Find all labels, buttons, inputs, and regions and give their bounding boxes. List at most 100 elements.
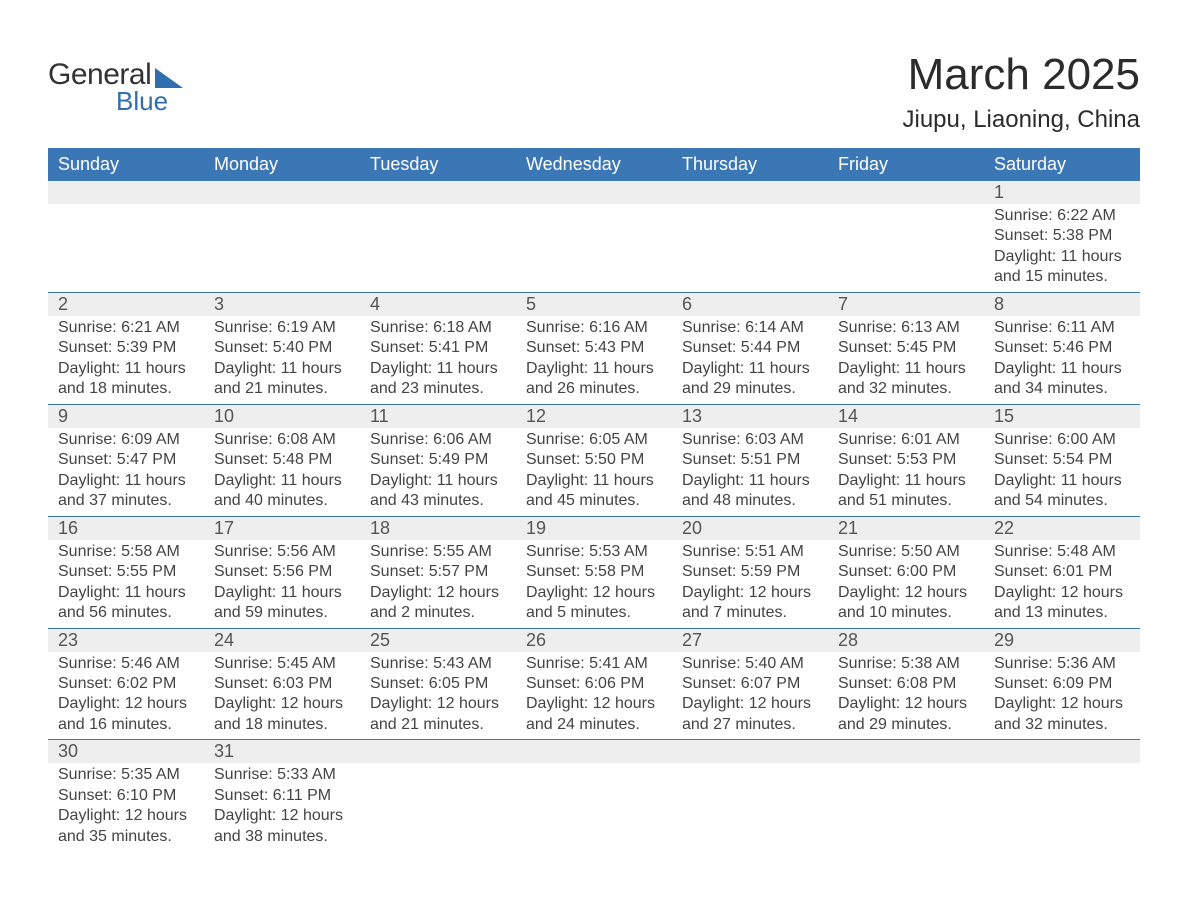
sunset-text: Sunset: 6:03 PM [214,674,350,694]
daylight-text: Daylight: 11 hours [838,359,974,379]
sunrise-text: Sunrise: 5:55 AM [370,542,506,562]
day-number: 21 [828,516,984,540]
weekday-header: Friday [828,148,984,181]
day-number: 25 [360,628,516,652]
day-detail-cell [828,763,984,851]
sunrise-text: Sunrise: 6:06 AM [370,430,506,450]
daylight-text: Daylight: 11 hours [370,471,506,491]
sunrise-text: Sunrise: 5:40 AM [682,654,818,674]
day-data-row: Sunrise: 6:21 AMSunset: 5:39 PMDaylight:… [48,316,1140,404]
day-detail-cell [360,763,516,851]
weekday-header: Tuesday [360,148,516,181]
daylight-text: Daylight: 12 hours [994,583,1130,603]
day-number: 8 [984,292,1140,316]
sunset-text: Sunset: 5:43 PM [526,338,662,358]
day-number: 24 [204,628,360,652]
sunrise-text: Sunrise: 5:50 AM [838,542,974,562]
day-detail-cell: Sunrise: 5:36 AMSunset: 6:09 PMDaylight:… [984,652,1140,740]
day-number: 6 [672,292,828,316]
daylight-text: and 48 minutes. [682,491,818,511]
daylight-text: and 32 minutes. [838,379,974,399]
day-detail-cell: Sunrise: 6:18 AMSunset: 5:41 PMDaylight:… [360,316,516,404]
sunset-text: Sunset: 5:57 PM [370,562,506,582]
day-detail-cell: Sunrise: 5:46 AMSunset: 6:02 PMDaylight:… [48,652,204,740]
day-detail-cell [516,204,672,292]
header: General Blue March 2025 Jiupu, Liaoning,… [48,50,1140,134]
daylight-text: and 56 minutes. [58,603,194,623]
day-number [360,181,516,204]
day-number: 15 [984,404,1140,428]
daylight-text: and 2 minutes. [370,603,506,623]
day-detail-cell: Sunrise: 5:53 AMSunset: 5:58 PMDaylight:… [516,540,672,628]
sunrise-text: Sunrise: 6:14 AM [682,318,818,338]
daylight-text: Daylight: 12 hours [838,583,974,603]
daylight-text: and 59 minutes. [214,603,350,623]
sunrise-text: Sunrise: 5:36 AM [994,654,1130,674]
daylight-text: Daylight: 11 hours [214,359,350,379]
daylight-text: Daylight: 11 hours [58,583,194,603]
day-number: 27 [672,628,828,652]
daylight-text: Daylight: 12 hours [214,694,350,714]
daylight-text: Daylight: 12 hours [682,583,818,603]
daylight-text: and 21 minutes. [370,715,506,735]
day-detail-cell: Sunrise: 6:03 AMSunset: 5:51 PMDaylight:… [672,428,828,516]
daylight-text: Daylight: 12 hours [838,694,974,714]
sunset-text: Sunset: 5:53 PM [838,450,974,470]
sunset-text: Sunset: 5:46 PM [994,338,1130,358]
daylight-text: and 40 minutes. [214,491,350,511]
day-number: 1 [984,181,1140,204]
day-number [672,740,828,764]
sunset-text: Sunset: 5:39 PM [58,338,194,358]
day-detail-cell: Sunrise: 6:14 AMSunset: 5:44 PMDaylight:… [672,316,828,404]
daylight-text: and 23 minutes. [370,379,506,399]
day-number: 14 [828,404,984,428]
day-detail-cell: Sunrise: 6:16 AMSunset: 5:43 PMDaylight:… [516,316,672,404]
day-number: 2 [48,292,204,316]
sunset-text: Sunset: 6:08 PM [838,674,974,694]
daylight-text: Daylight: 11 hours [526,471,662,491]
daylight-text: and 16 minutes. [58,715,194,735]
day-number: 31 [204,740,360,764]
sunrise-text: Sunrise: 5:43 AM [370,654,506,674]
daylight-text: and 37 minutes. [58,491,194,511]
daylight-text: and 45 minutes. [526,491,662,511]
day-detail-cell: Sunrise: 6:13 AMSunset: 5:45 PMDaylight:… [828,316,984,404]
sunset-text: Sunset: 5:49 PM [370,450,506,470]
daylight-text: and 18 minutes. [58,379,194,399]
daylight-text: and 27 minutes. [682,715,818,735]
weekday-header-row: Sunday Monday Tuesday Wednesday Thursday… [48,148,1140,181]
daylight-text: Daylight: 11 hours [994,359,1130,379]
daylight-text: and 29 minutes. [682,379,818,399]
day-number-row: 3031 [48,740,1140,764]
sunset-text: Sunset: 5:47 PM [58,450,194,470]
day-number: 11 [360,404,516,428]
day-number-row: 9101112131415 [48,404,1140,428]
daylight-text: and 54 minutes. [994,491,1130,511]
day-number: 10 [204,404,360,428]
sunset-text: Sunset: 5:51 PM [682,450,818,470]
daylight-text: Daylight: 12 hours [526,694,662,714]
day-detail-cell: Sunrise: 5:38 AMSunset: 6:08 PMDaylight:… [828,652,984,740]
daylight-text: and 32 minutes. [994,715,1130,735]
sunrise-text: Sunrise: 6:05 AM [526,430,662,450]
sunrise-text: Sunrise: 5:48 AM [994,542,1130,562]
daylight-text: and 5 minutes. [526,603,662,623]
sunrise-text: Sunrise: 6:03 AM [682,430,818,450]
sunrise-text: Sunrise: 6:09 AM [58,430,194,450]
day-number: 16 [48,516,204,540]
daylight-text: and 35 minutes. [58,827,194,847]
day-detail-cell: Sunrise: 6:22 AMSunset: 5:38 PMDaylight:… [984,204,1140,292]
page-title: March 2025 [902,50,1140,100]
sunset-text: Sunset: 5:41 PM [370,338,506,358]
location-subtitle: Jiupu, Liaoning, China [902,106,1140,134]
day-detail-cell [672,204,828,292]
weekday-header: Wednesday [516,148,672,181]
day-detail-cell: Sunrise: 5:56 AMSunset: 5:56 PMDaylight:… [204,540,360,628]
sunrise-text: Sunrise: 5:46 AM [58,654,194,674]
day-number: 22 [984,516,1140,540]
title-block: March 2025 Jiupu, Liaoning, China [902,50,1140,134]
day-number: 7 [828,292,984,316]
sunrise-text: Sunrise: 6:22 AM [994,206,1130,226]
daylight-text: Daylight: 11 hours [214,471,350,491]
daylight-text: Daylight: 12 hours [370,583,506,603]
